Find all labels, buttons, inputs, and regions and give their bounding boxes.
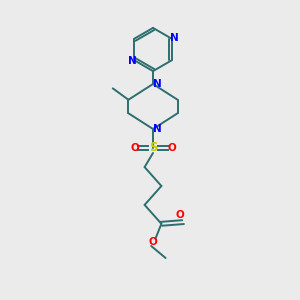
Text: O: O: [176, 210, 184, 220]
Text: N: N: [170, 33, 178, 43]
Text: O: O: [148, 237, 158, 248]
Text: O: O: [167, 142, 176, 153]
Text: O: O: [130, 142, 139, 153]
Text: S: S: [149, 141, 157, 154]
Text: N: N: [152, 124, 161, 134]
Text: N: N: [152, 79, 161, 89]
Text: N: N: [128, 56, 136, 66]
